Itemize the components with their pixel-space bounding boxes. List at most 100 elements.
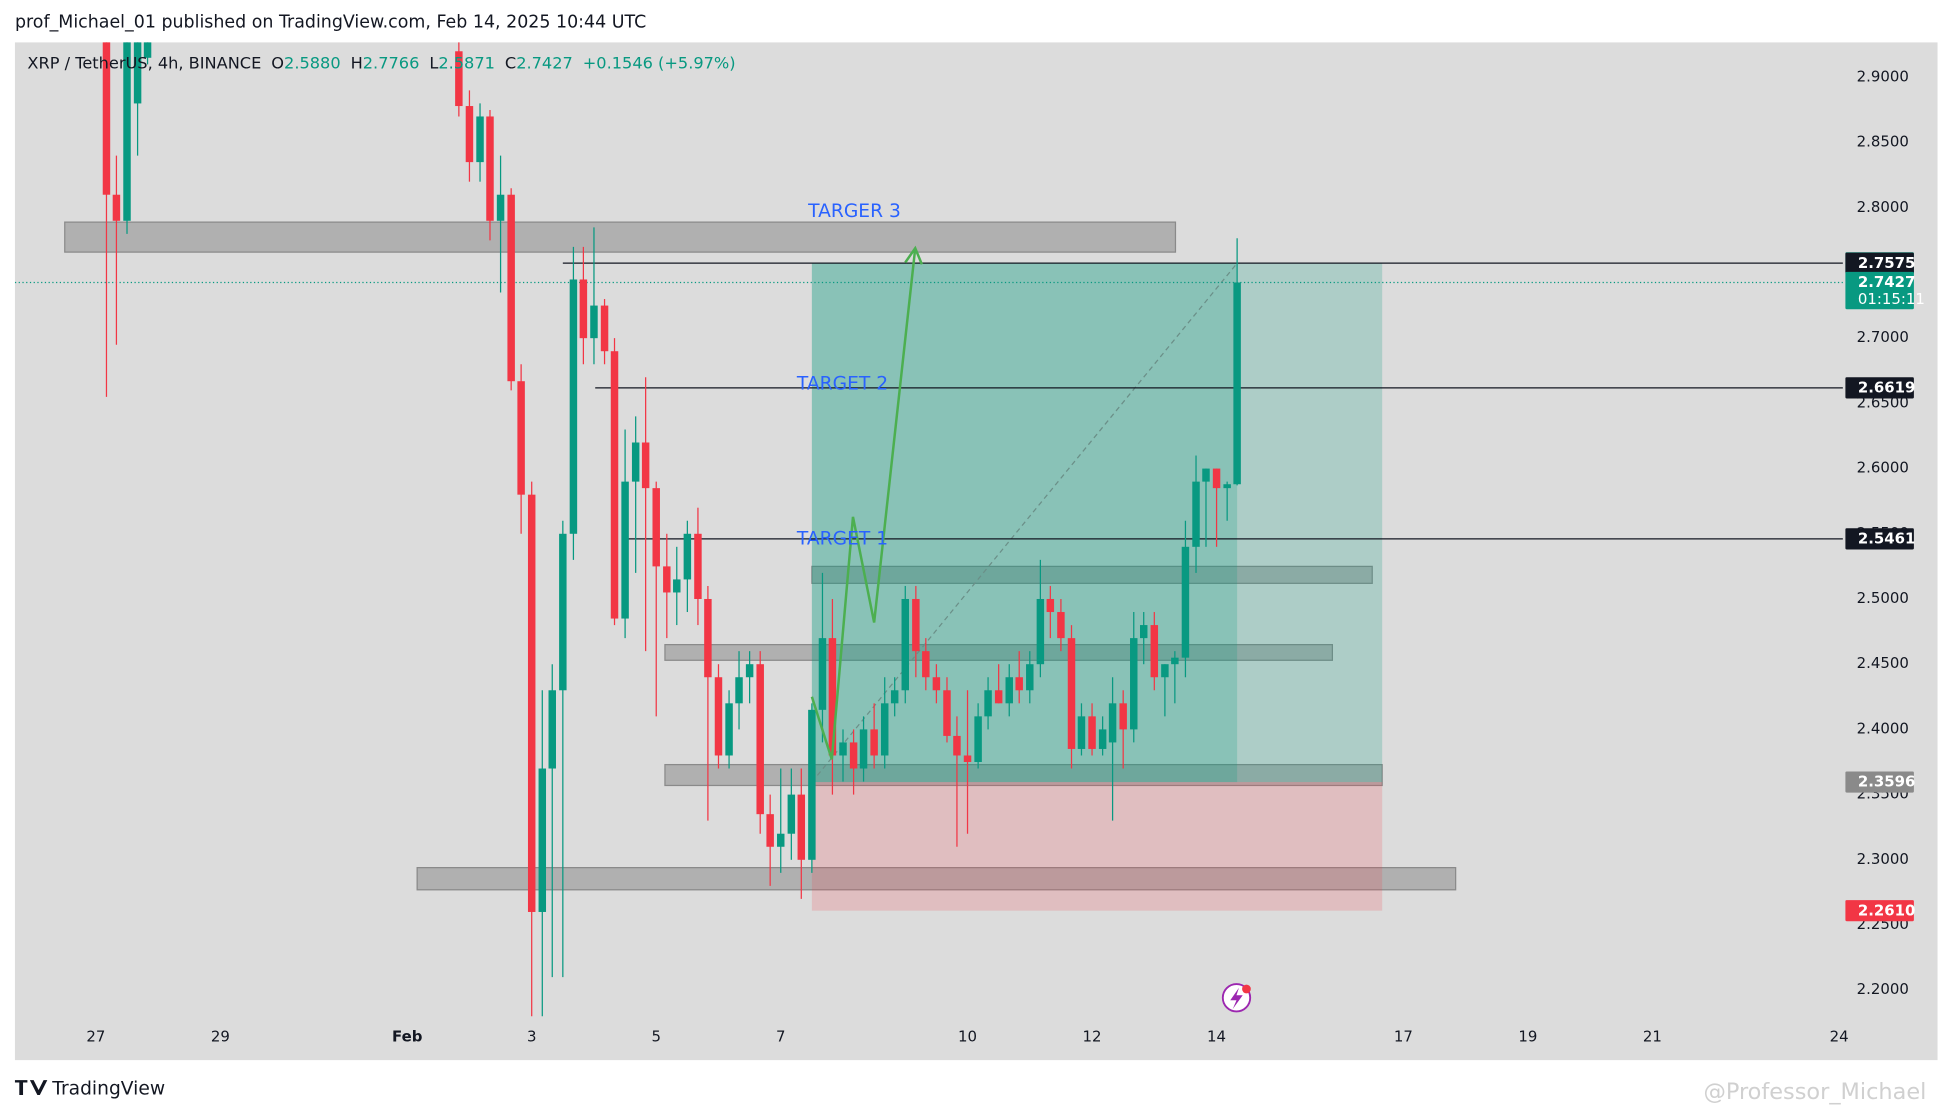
candle-body xyxy=(610,351,619,619)
footer-brand: TradingView xyxy=(51,1078,165,1099)
candle-body xyxy=(1005,677,1013,704)
zone xyxy=(664,763,1383,787)
candle-body xyxy=(590,305,598,339)
x-tick-label: 14 xyxy=(1207,1028,1226,1046)
candle-body xyxy=(1192,481,1200,547)
candle-body xyxy=(797,794,806,860)
legend-open: 2.5880 xyxy=(284,53,341,72)
profit-zone xyxy=(811,263,1383,783)
tv-logo xyxy=(14,1080,48,1096)
y-tick-label: 2.7000 xyxy=(1857,328,1909,346)
candle-body xyxy=(641,442,650,489)
candle-body xyxy=(1171,657,1179,665)
projection-arrowhead xyxy=(904,245,924,265)
price-tag-label: 2.7575 xyxy=(1858,254,1916,272)
price-tag-label: 2.6619 xyxy=(1858,378,1916,396)
x-tick-label: 21 xyxy=(1643,1028,1662,1046)
legend-line: XRP / TetherUS, 4h, BINANCE O2.5880 H2.776… xyxy=(27,53,735,72)
flash-dot xyxy=(1242,984,1251,994)
chart-background xyxy=(14,42,1938,1061)
candle-body xyxy=(849,742,858,769)
candle-body xyxy=(725,703,733,756)
x-tick-label: 29 xyxy=(211,1028,230,1046)
position-diagonal xyxy=(811,262,1238,783)
candle-body xyxy=(133,42,142,104)
y-tick-label: 2.2000 xyxy=(1857,980,1909,998)
price-tag-label: 2.2610 xyxy=(1858,901,1916,919)
candle-body xyxy=(704,598,712,678)
x-tick-label: 3 xyxy=(527,1028,537,1046)
candle-body xyxy=(486,116,494,221)
legend-l: L xyxy=(429,53,438,72)
candle-body xyxy=(943,690,951,736)
candle-body xyxy=(1161,664,1169,678)
candle-body xyxy=(1026,664,1034,691)
candle-body xyxy=(527,494,536,912)
price-tag xyxy=(1845,900,1914,922)
candle-body xyxy=(1223,484,1231,489)
candle-body xyxy=(1108,703,1117,743)
y-tick-label: 2.3000 xyxy=(1857,850,1909,868)
candle-body xyxy=(123,42,131,221)
candle-body xyxy=(652,488,660,567)
candle-body xyxy=(890,690,899,704)
price-tag-label: 2.3596 xyxy=(1858,773,1916,791)
target-label: TARGER 3 xyxy=(807,201,901,222)
y-tick-label: 2.8000 xyxy=(1857,198,1909,216)
target-label: TARGET 1 xyxy=(796,528,888,549)
candle-body xyxy=(808,709,816,860)
plot-area: TARGER 3 TARGET 2 TARGET 1 xyxy=(14,42,1843,1017)
candle-body xyxy=(818,638,827,710)
price-tag xyxy=(1845,271,1914,310)
candle-body xyxy=(1098,729,1107,749)
candle-body xyxy=(735,677,743,704)
candle-body xyxy=(859,729,868,769)
candle-body xyxy=(112,194,121,221)
candle-body xyxy=(974,716,982,762)
candle-body xyxy=(694,533,702,599)
x-tick-label: 17 xyxy=(1394,1028,1413,1046)
zone xyxy=(811,565,1373,584)
price-tag-label: 2.7427 xyxy=(1858,273,1916,291)
candle-body xyxy=(465,106,474,163)
candle-body xyxy=(787,794,796,834)
candle-body xyxy=(1212,468,1221,489)
price-tag xyxy=(1845,377,1914,399)
candle-body xyxy=(839,742,847,756)
x-tick-label: 7 xyxy=(776,1028,786,1046)
legend-close: 2.7427 xyxy=(516,53,573,72)
candle-body xyxy=(870,729,878,756)
legend-high: 2.7766 xyxy=(363,53,420,72)
candle-body xyxy=(455,51,463,107)
candle-body xyxy=(756,664,764,815)
candle-body xyxy=(631,442,640,482)
candle-body xyxy=(559,533,567,691)
candle-body xyxy=(683,533,692,580)
y-tick-label: 2.4500 xyxy=(1857,654,1909,672)
candle-body xyxy=(828,638,837,756)
legend-low: 2.5871 xyxy=(438,53,495,72)
countdown-label: 01:15:11 xyxy=(1858,290,1925,308)
loss-zone xyxy=(811,782,1383,911)
candle-body xyxy=(1046,598,1055,613)
price-tag-label: 2.5461 xyxy=(1858,529,1916,547)
candle-body xyxy=(1067,638,1076,749)
target-label: TARGET 2 xyxy=(796,373,888,394)
price-tag xyxy=(1845,528,1914,550)
candle-body xyxy=(714,677,723,756)
candle-body xyxy=(901,598,910,691)
x-tick-label: 12 xyxy=(1083,1028,1102,1046)
candle-body xyxy=(476,116,484,163)
candle-body xyxy=(673,579,681,593)
candle-body xyxy=(496,194,505,221)
watermark: @Professor_Michael xyxy=(1703,1079,1926,1105)
price-tag xyxy=(1845,771,1914,793)
candle-body xyxy=(507,194,515,382)
y-tick-label: 2.4000 xyxy=(1857,719,1909,737)
x-tick-label: 5 xyxy=(651,1028,661,1046)
candle-body xyxy=(548,690,556,769)
x-tick-label: 10 xyxy=(958,1028,977,1046)
candle-body xyxy=(569,279,578,534)
